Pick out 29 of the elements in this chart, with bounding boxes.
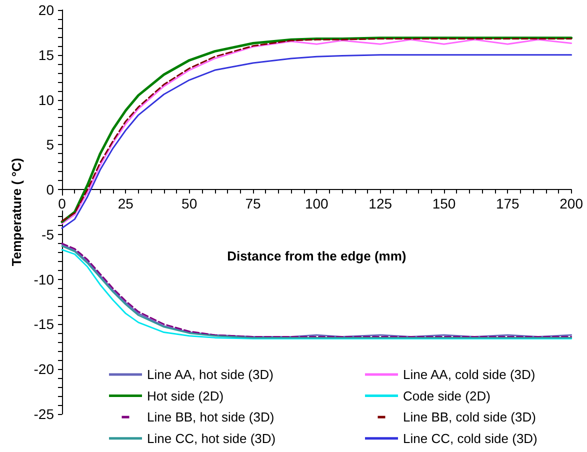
y-tick-label: -10 [34,271,54,288]
y-tick-label: 15 [38,46,54,63]
y-tick-label: -5 [42,226,54,242]
legend-label: Line BB, hot side (3D) [147,410,274,425]
y-tick-label: -20 [34,361,54,378]
x-tick-label: 200 [560,196,584,212]
x-tick-label: 100 [304,196,329,212]
y-tick-label: 10 [38,92,54,108]
y-tick-label: 5 [46,136,54,153]
legend-label: Line CC, hot side (3D) [147,430,276,446]
x-tick-label: 25 [118,196,134,212]
x-tick-label: 175 [496,196,520,212]
y-tick-label: -15 [34,316,54,332]
y-tick-label: 20 [38,2,54,18]
x-tick-label: 75 [245,196,261,212]
legend-label: Line AA, cold side (3D) [403,367,536,382]
y-tick-label: -25 [34,406,54,422]
x-tick-label: 50 [182,196,198,212]
y-axis-title: Temperature ( °C) [8,158,24,266]
y-tick-label: 0 [46,182,54,198]
legend-label: Line CC, cold side (3D) [403,430,538,446]
legend-label: Hot side (2D) [147,388,224,404]
legend-label: Code side (2D) [403,388,490,404]
legend-label: Line AA, hot side (3D) [147,367,274,382]
x-tick-label: 150 [432,196,456,212]
x-tick-label: 125 [368,196,392,212]
x-axis-title: Distance from the edge (mm) [227,248,406,264]
x-tick-label: 0 [58,196,66,212]
legend-label: Line BB, cold side (3D) [403,410,536,425]
